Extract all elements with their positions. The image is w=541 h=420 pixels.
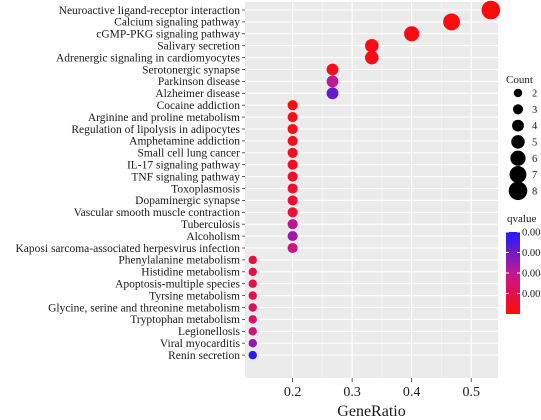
- y-tick-label: Glycine, serine and threonine metabolism: [48, 302, 240, 314]
- size-legend-label: 7: [532, 170, 537, 181]
- y-tick-label: Parkinson disease: [158, 76, 240, 88]
- color-legend-label: 0.006: [522, 248, 541, 259]
- color-legend-label: 0.004: [522, 269, 541, 280]
- x-tick-label: 0.5: [462, 385, 480, 400]
- data-point: [326, 87, 339, 100]
- y-tick-label: Alcoholism: [186, 231, 240, 243]
- data-point: [287, 231, 298, 242]
- size-legend-key: [513, 88, 523, 98]
- data-point: [326, 63, 339, 76]
- size-legend-label: 5: [532, 138, 537, 149]
- size-legend-label: 8: [532, 186, 537, 197]
- size-legend-key: [510, 150, 526, 166]
- data-point: [287, 183, 298, 194]
- y-tick-label: Calcium signaling pathway: [114, 17, 240, 29]
- data-point: [287, 147, 298, 158]
- data-point: [365, 50, 379, 65]
- color-legend-title: qvalue: [507, 213, 536, 225]
- y-tick-label: Small cell lung cancer: [137, 148, 240, 160]
- data-point: [481, 0, 501, 20]
- y-tick-label: Cocaine addiction: [157, 100, 241, 112]
- y-tick-label: IL-17 signaling pathway: [127, 160, 240, 172]
- y-tick-label: Renin secretion: [168, 350, 240, 362]
- data-point: [248, 291, 257, 300]
- data-point: [248, 303, 257, 312]
- data-point: [287, 100, 298, 111]
- size-legend-key: [511, 135, 525, 149]
- size-legend-key: [512, 119, 524, 132]
- data-point: [365, 38, 379, 53]
- size-legend-title: Count: [506, 74, 533, 86]
- size-legend-key: [512, 104, 524, 115]
- size-legend-label: 4: [532, 121, 538, 132]
- y-tick-label: Histidine metabolism: [141, 267, 240, 279]
- y-tick-label: Arginine and proline metabolism: [88, 112, 240, 124]
- data-point: [248, 339, 257, 348]
- color-legend-label: 0.008: [522, 228, 541, 239]
- size-legend: Count 2 3 4 5 6 7 8: [506, 74, 538, 201]
- data-point: [404, 26, 420, 42]
- data-point: [443, 13, 461, 31]
- data-point: [287, 112, 298, 123]
- data-point: [287, 123, 298, 135]
- data-point: [248, 267, 257, 276]
- data-point: [248, 350, 257, 360]
- y-tick-label: Vascular smooth muscle contraction: [74, 207, 241, 219]
- y-tick-label: Phenylalanine metabolism: [118, 255, 240, 267]
- y-tick-label: cGMP-PKG signaling pathway: [96, 29, 240, 41]
- y-tick-label: Kaposi sarcoma-associated herpesvirus in…: [16, 243, 241, 255]
- plot-panel: [245, 2, 498, 378]
- size-legend-key: [509, 166, 527, 183]
- y-tick-label: Salivary secretion: [157, 41, 240, 53]
- size-legend-label: 3: [532, 105, 537, 116]
- y-tick-label: Tryptophan metabolism: [130, 314, 240, 326]
- data-point: [248, 327, 257, 336]
- term-labels: Neuroactive ligand-receptor interactionC…: [16, 5, 245, 362]
- color-legend-bar: [506, 232, 520, 314]
- x-tick-label: 0.3: [343, 385, 361, 400]
- y-tick-label: Toxoplasmosis: [171, 183, 240, 195]
- color-legend-label: 0.002: [522, 289, 541, 300]
- size-legend-label: 6: [532, 154, 537, 165]
- data-point: [287, 159, 298, 170]
- x-tick-label: 0.4: [403, 385, 421, 400]
- y-tick-label: Amphetamine addiction: [129, 136, 240, 148]
- x-tick-label: 0.2: [284, 385, 302, 400]
- data-point: [248, 279, 257, 288]
- data-point: [287, 219, 298, 230]
- plot-area: [245, 0, 501, 378]
- y-tick-label: Serotonergic synapse: [142, 64, 240, 76]
- data-point: [248, 315, 257, 324]
- data-point: [287, 135, 298, 146]
- y-tick-label: Regulation of lipolysis in adipocytes: [71, 124, 240, 136]
- y-tick-label: Tyrsine metabolism: [149, 290, 240, 302]
- x-axis: 0.2 0.3 0.4 0.5: [284, 378, 480, 400]
- data-point: [287, 171, 298, 182]
- y-tick-label: Legionellosis: [178, 326, 240, 338]
- data-point: [287, 207, 298, 218]
- size-legend-label: 2: [532, 89, 537, 100]
- y-tick-label: TNF signaling pathway: [131, 171, 240, 183]
- color-legend: qvalue 0.002 0.004 0.006 0.008: [506, 213, 541, 314]
- y-tick-label: Neuroactive ligand-receptor interaction: [59, 5, 241, 17]
- y-tick-label: Adrenergic signaling in cardiomyocytes: [56, 52, 241, 64]
- data-point: [287, 195, 298, 206]
- data-point: [326, 75, 339, 88]
- data-point: [287, 242, 298, 254]
- y-tick-label: Dopaminergic synapse: [135, 195, 240, 207]
- size-legend-key: [508, 181, 528, 201]
- x-axis-title: GeneRatio: [337, 403, 405, 420]
- y-tick-label: Apoptosis-multiple species: [115, 279, 240, 291]
- data-point: [248, 255, 257, 265]
- y-tick-label: Viral myocarditis: [160, 338, 241, 350]
- y-tick-label: Alzheimer disease: [155, 88, 240, 100]
- y-tick-label: Tuberculosis: [181, 219, 241, 231]
